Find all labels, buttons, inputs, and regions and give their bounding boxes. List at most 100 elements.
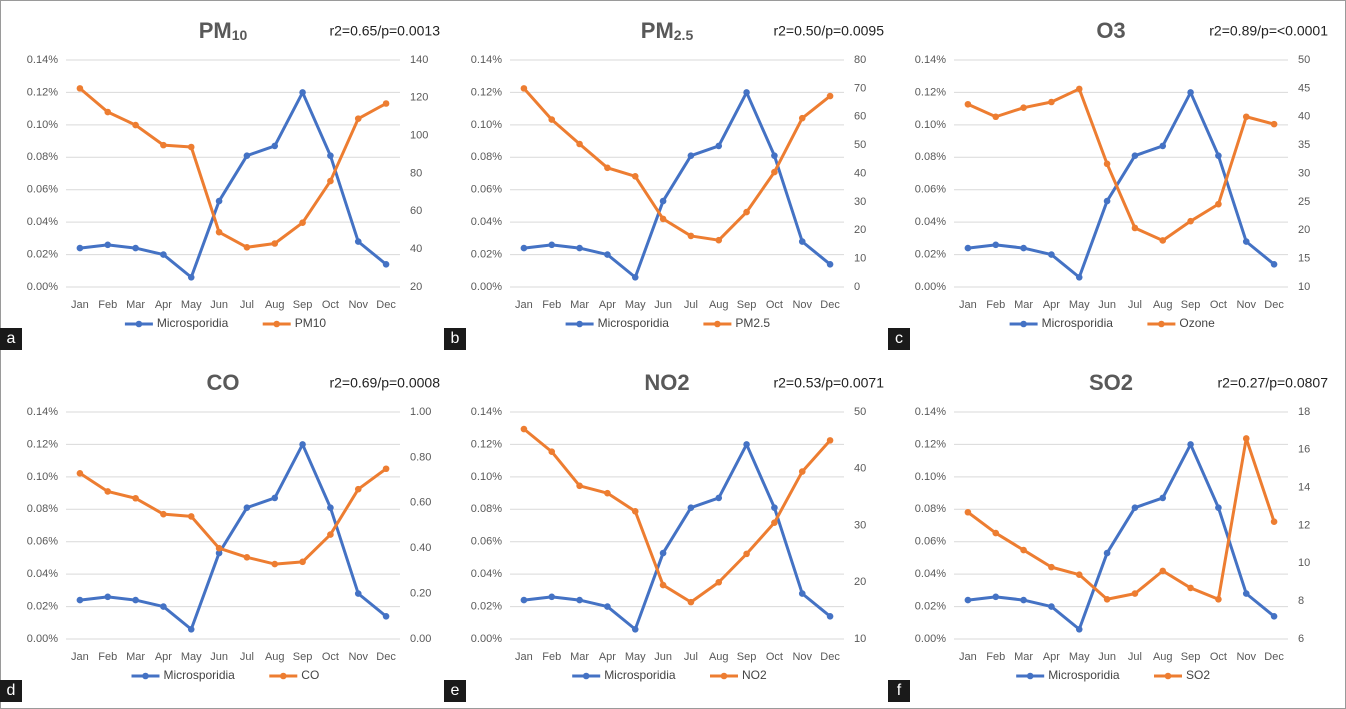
data-point [1020, 546, 1027, 554]
y2-tick-label: 6 [1298, 633, 1304, 645]
data-point [715, 578, 723, 586]
x-tick-label: Dec [1264, 299, 1284, 311]
x-tick-label: May [1069, 299, 1090, 311]
data-point [520, 596, 528, 604]
y-tick-label: 0.00% [471, 633, 502, 645]
x-tick-label: Sep [293, 299, 313, 311]
data-point [604, 489, 611, 497]
y2-tick-label: 30 [1298, 167, 1310, 179]
legend-marker [714, 320, 721, 328]
x-tick-label: Feb [98, 299, 117, 311]
data-point [687, 504, 695, 511]
x-tick-label: Feb [986, 651, 1005, 663]
data-point [687, 598, 695, 606]
legend-marker [1158, 320, 1165, 328]
x-tick-label: Dec [1264, 651, 1284, 663]
y-tick-label: 0.12% [915, 438, 946, 450]
y2-tick-label: 100 [410, 130, 428, 142]
x-tick-label: Nov [1236, 651, 1256, 663]
y-tick-label: 0.14% [27, 406, 58, 418]
data-point [1159, 237, 1167, 244]
series-line [967, 90, 1276, 279]
data-point [271, 494, 279, 502]
y-tick-label: 0.08% [27, 151, 58, 163]
x-tick-label: Sep [737, 651, 757, 663]
data-point [104, 593, 112, 601]
data-point [354, 238, 362, 245]
y2-tick-label: 15 [1298, 253, 1310, 265]
stat-annotation: r2=0.69/p=0.0008 [329, 375, 440, 391]
x-tick-label: Mar [126, 651, 145, 663]
data-point [659, 581, 667, 589]
y2-tick-label: 40 [1298, 111, 1310, 123]
y2-tick-label: 50 [854, 139, 866, 151]
data-point [743, 89, 750, 96]
x-tick-label: Feb [98, 651, 117, 663]
y2-tick-label: 0.40 [410, 542, 431, 554]
data-point [132, 494, 139, 502]
data-point [104, 488, 112, 495]
panel-label: e [451, 682, 460, 699]
series-line [523, 442, 832, 631]
x-tick-label: Sep [1181, 299, 1201, 311]
data-point [1075, 85, 1083, 93]
x-tick-label: Sep [293, 651, 313, 663]
x-tick-label: Sep [1181, 651, 1201, 663]
y-tick-label: 0.12% [27, 86, 58, 98]
y2-tick-label: 40 [410, 243, 422, 255]
data-point [327, 531, 334, 538]
data-point [992, 113, 1000, 121]
data-point [76, 596, 84, 604]
data-point [1075, 273, 1083, 281]
data-point [327, 152, 334, 159]
x-tick-label: Mar [1014, 651, 1033, 663]
y2-tick-label: 140 [410, 54, 428, 66]
y2-tick-label: 25 [1298, 196, 1310, 208]
panel-label-box [0, 328, 22, 350]
series-line [967, 87, 1275, 242]
x-tick-label: Feb [542, 299, 561, 311]
y-tick-label: 0.10% [27, 471, 58, 483]
stat-annotation: r2=0.65/p=0.0013 [329, 23, 440, 39]
data-point [327, 177, 334, 185]
data-point [631, 173, 639, 180]
chart-panel: O3 r2=0.89/p=<0.0001 0.00% 0.02% 0.04% 0.06% 0… [888, 18, 1328, 350]
legend-label: Ozone [1179, 316, 1215, 330]
legend-label: Microsporidia [1042, 316, 1114, 330]
y-tick-label: 0.00% [915, 281, 946, 293]
chart-panel: NO2 r2=0.53/p=0.0071 0.00% 0.02% 0.04% 0.06% 0… [444, 370, 884, 702]
data-point [659, 197, 667, 205]
data-point [104, 108, 112, 116]
x-tick-label: Mar [570, 299, 589, 311]
data-point [1131, 152, 1139, 159]
y-tick-label: 0.12% [27, 438, 58, 450]
y2-tick-label: 60 [854, 111, 866, 123]
x-tick-label: Jan [71, 299, 89, 311]
y2-tick-label: 12 [1298, 519, 1310, 531]
data-point [1159, 142, 1167, 150]
stat-annotation: r2=0.89/p=<0.0001 [1209, 23, 1328, 39]
chart-panel: PM2.5 r2=0.50/p=0.0095 0.00% 0.02% 0.04% 0.06… [444, 18, 884, 350]
data-point [1103, 197, 1111, 205]
x-tick-label: Mar [126, 299, 145, 311]
data-point [1048, 98, 1055, 106]
x-tick-label: Dec [376, 299, 396, 311]
y-tick-label: 0.06% [27, 184, 58, 196]
data-point [271, 240, 279, 247]
x-tick-label: May [181, 299, 202, 311]
y2-tick-label: 70 [854, 82, 866, 94]
y2-tick-label: 8 [1298, 595, 1304, 607]
x-tick-label: Aug [1153, 651, 1173, 663]
y-tick-label: 0.14% [915, 54, 946, 66]
legend-marker [582, 672, 590, 680]
data-point [187, 143, 195, 151]
legend-label: Microsporidia [604, 668, 676, 682]
data-point [1270, 613, 1278, 620]
data-point [771, 519, 778, 526]
x-tick-label: Jan [959, 651, 977, 663]
x-tick-label: Jul [1128, 651, 1142, 663]
x-tick-label: Aug [709, 299, 729, 311]
x-tick-label: Jan [959, 299, 977, 311]
y2-tick-label: 30 [854, 196, 866, 208]
